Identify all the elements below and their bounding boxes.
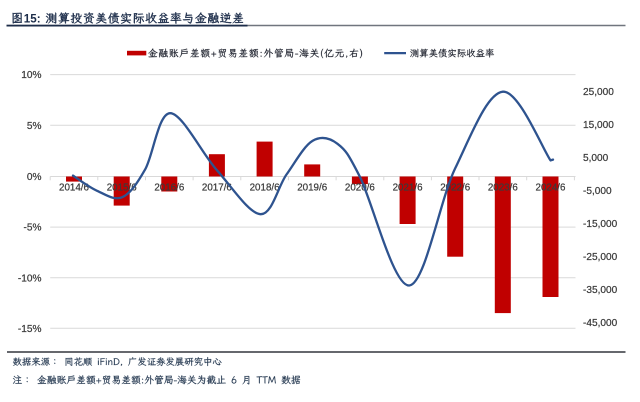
svg-text:-10%: -10%: [18, 273, 42, 284]
svg-text:5%: 5%: [27, 121, 42, 132]
svg-text:2016/6: 2016/6: [154, 183, 185, 194]
svg-text:15:: 15:: [24, 12, 41, 25]
svg-text:2024/6: 2024/6: [536, 183, 567, 194]
svg-text:0%: 0%: [27, 172, 42, 183]
svg-text:10%: 10%: [21, 70, 41, 81]
svg-text:2022/6: 2022/6: [440, 183, 471, 194]
svg-text:-5%: -5%: [24, 223, 42, 234]
svg-text:2023/6: 2023/6: [488, 183, 519, 194]
svg-text:2021/6: 2021/6: [393, 183, 424, 194]
svg-text:-15%: -15%: [18, 324, 42, 335]
svg-text:2015/6: 2015/6: [107, 183, 138, 194]
svg-text:25,000: 25,000: [583, 87, 614, 98]
svg-text:-15,000: -15,000: [583, 219, 618, 230]
svg-text:-45,000: -45,000: [583, 318, 618, 329]
svg-text:5,000: 5,000: [583, 153, 609, 164]
svg-text:-5,000: -5,000: [583, 186, 612, 197]
svg-text:15,000: 15,000: [583, 120, 614, 131]
svg-text:2014/6: 2014/6: [59, 183, 90, 194]
svg-text:2019/6: 2019/6: [297, 183, 328, 194]
svg-text:2018/6: 2018/6: [250, 183, 281, 194]
svg-text:2020/6: 2020/6: [345, 183, 376, 194]
svg-text:2017/6: 2017/6: [202, 183, 233, 194]
svg-text:-35,000: -35,000: [583, 285, 618, 296]
svg-text:-25,000: -25,000: [583, 252, 618, 263]
